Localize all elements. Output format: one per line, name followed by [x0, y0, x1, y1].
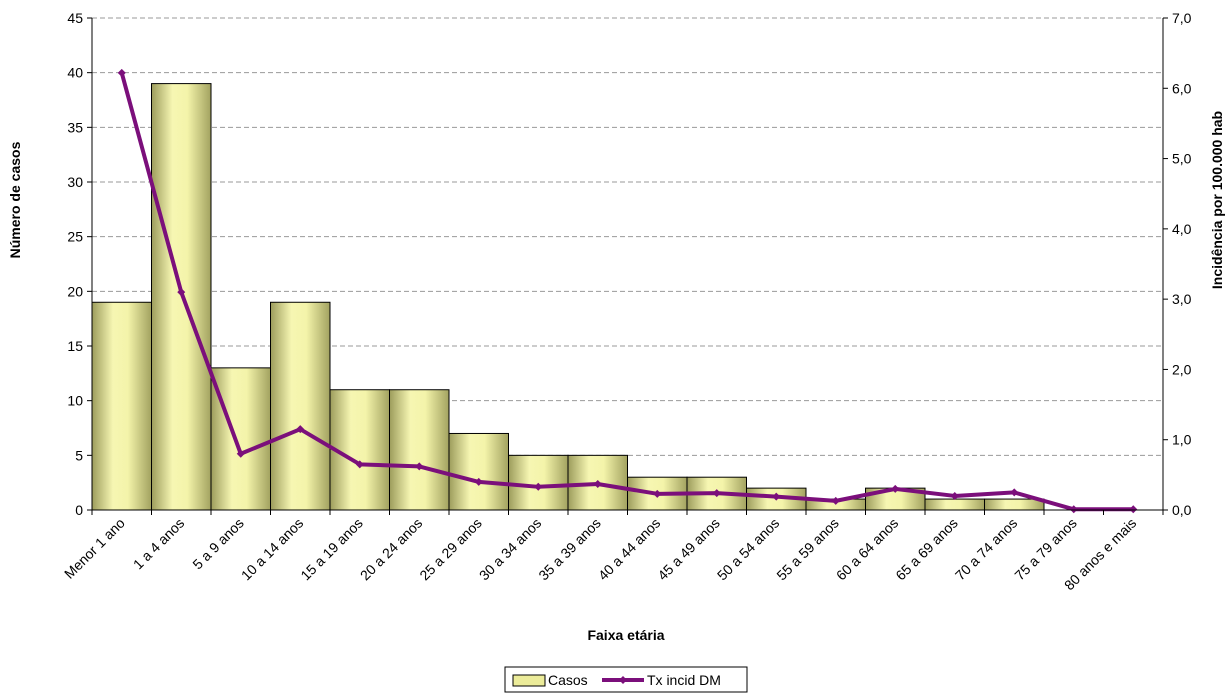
- x-tick-label: 60 a 64 anos: [833, 515, 902, 584]
- x-tick-label: 55 a 59 anos: [773, 515, 842, 584]
- x-tick-label: 15 a 19 anos: [297, 515, 366, 584]
- x-tick-label: 1 a 4 anos: [130, 515, 188, 573]
- incidence-point-0: [117, 68, 126, 77]
- x-tick-label: 70 a 74 anos: [952, 515, 1021, 584]
- x-tick-label: 30 a 34 anos: [476, 515, 545, 584]
- incidence-point-9: [653, 489, 662, 498]
- legend-tx-label: Tx incid DM: [647, 672, 721, 688]
- line-series: [117, 68, 1138, 514]
- y2-tick-label: 0,0: [1172, 502, 1192, 518]
- y2-tick-label: 4,0: [1172, 221, 1192, 237]
- incidence-point-17: [1129, 505, 1138, 514]
- y-axis-title: Número de casos: [7, 141, 23, 258]
- bar-14: [924, 498, 985, 511]
- y-tick-label: 20: [67, 283, 83, 299]
- y-tick-label: 40: [67, 65, 83, 81]
- legend-casos-swatch: [512, 674, 546, 687]
- x-tick-label: 65 a 69 anos: [892, 515, 961, 584]
- y2-axis-title: Incidência por 100.000 hab: [1209, 111, 1225, 289]
- legend-tx-marker: [619, 676, 627, 684]
- incidence-point-13: [891, 484, 900, 493]
- y-tick-label: 25: [67, 229, 83, 245]
- bar-7: [508, 454, 569, 511]
- y2-tick-label: 3,0: [1172, 291, 1192, 307]
- bar-2: [210, 367, 271, 511]
- bar-3: [270, 301, 331, 511]
- incidence-point-12: [831, 496, 840, 505]
- legend-casos-label: Casos: [548, 672, 588, 688]
- y-tick-label: 35: [67, 119, 83, 135]
- y2-tick-label: 6,0: [1172, 80, 1192, 96]
- x-tick-label: 20 a 24 anos: [357, 515, 426, 584]
- y-tick-label: 10: [67, 393, 83, 409]
- x-tick-label: 10 a 14 anos: [238, 515, 307, 584]
- x-axis-title: Faixa etária: [587, 627, 664, 643]
- x-tick-label: 5 a 9 anos: [189, 515, 247, 573]
- bars: [91, 83, 1045, 511]
- axes: [87, 17, 1168, 515]
- y2-tick-label: 7,0: [1172, 10, 1192, 26]
- incidence-point-10: [712, 489, 721, 498]
- x-tick-label: 25 a 29 anos: [416, 515, 485, 584]
- incidence-point-15: [1010, 488, 1019, 497]
- incidence-line: [119, 72, 1134, 512]
- y-tick-label: 15: [67, 338, 83, 354]
- y-tick-label: 45: [67, 10, 83, 26]
- incidence-point-3: [296, 425, 305, 434]
- y2-tick-label: 5,0: [1172, 151, 1192, 167]
- legend: Casos Tx incid DM: [504, 666, 748, 693]
- x-tick-label: Menor 1 ano: [61, 515, 128, 582]
- y2-tick-label: 1,0: [1172, 432, 1192, 448]
- incidence-point-8: [593, 479, 602, 488]
- x-tick-label: 50 a 54 anos: [714, 515, 783, 584]
- y2-tick-label: 2,0: [1172, 361, 1192, 377]
- incidence-point-6: [474, 477, 483, 486]
- x-tick-label: 45 a 49 anos: [654, 515, 723, 584]
- incidence-point-4: [355, 460, 364, 469]
- y-tick-label: 30: [67, 174, 83, 190]
- incidence-point-2: [236, 449, 245, 458]
- incidence-point-5: [415, 462, 424, 471]
- incidence-point-14: [950, 491, 959, 500]
- incidence-point-11: [772, 492, 781, 501]
- x-tick-label: 40 a 44 anos: [595, 515, 664, 584]
- bar-15: [984, 498, 1045, 511]
- y-tick-label: 5: [75, 447, 83, 463]
- incidence-point-1: [177, 288, 186, 297]
- bar-0: [91, 301, 152, 511]
- bar-5: [389, 389, 450, 511]
- incidence-point-7: [534, 482, 543, 491]
- x-tick-label: 35 a 39 anos: [535, 515, 604, 584]
- incidence-point-16: [1069, 505, 1078, 514]
- bar-6: [448, 432, 509, 511]
- y-tick-label: 0: [75, 502, 83, 518]
